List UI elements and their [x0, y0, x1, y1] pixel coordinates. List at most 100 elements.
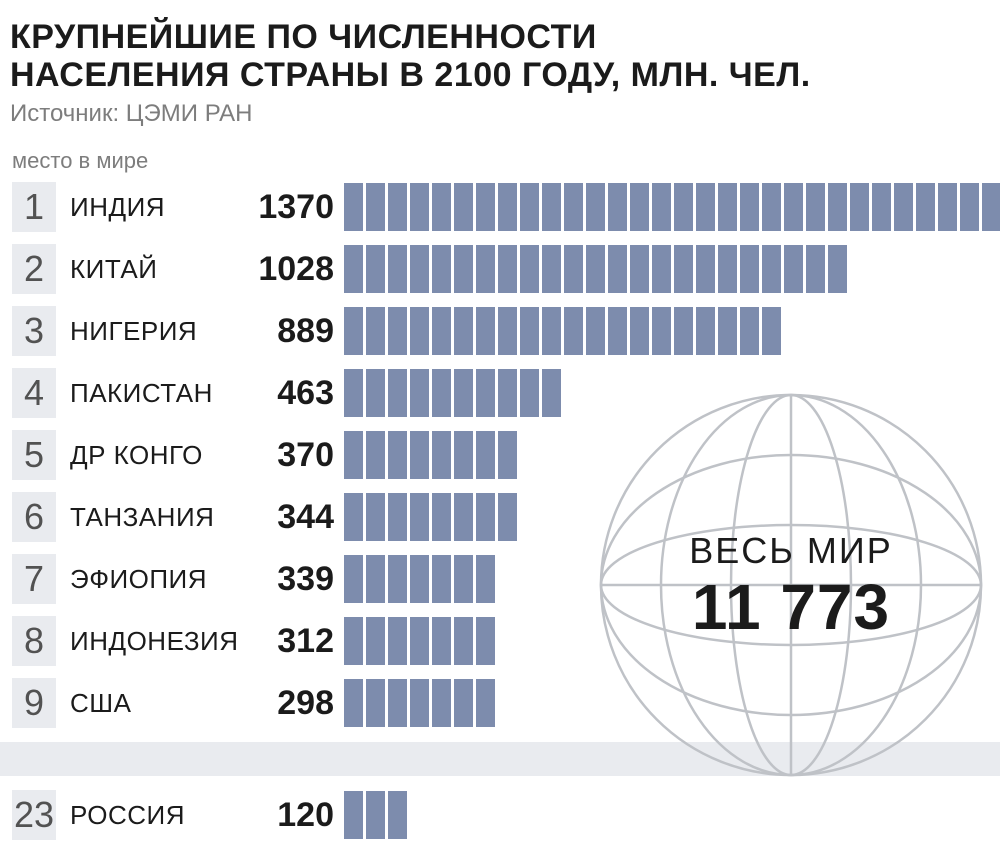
rank-cell: 3	[12, 306, 56, 356]
bar-segment	[388, 307, 407, 355]
bar-segment	[916, 183, 935, 231]
bar-segment	[564, 245, 583, 293]
bar-segment	[586, 183, 605, 231]
bar-segment	[454, 431, 473, 479]
country-cell: КИТАЙ	[62, 254, 238, 285]
bar-segment	[476, 679, 495, 727]
rank-cell: 4	[12, 368, 56, 418]
bar-segment	[366, 369, 385, 417]
bar-segment	[696, 183, 715, 231]
bar-segment	[520, 245, 539, 293]
bar-segment	[388, 369, 407, 417]
country-cell: США	[62, 688, 238, 719]
bar-segment	[476, 431, 495, 479]
bar-segment	[388, 555, 407, 603]
bar-segment	[542, 307, 561, 355]
bar-segment	[740, 183, 759, 231]
bar-segment	[476, 245, 495, 293]
bar-segment	[960, 183, 979, 231]
bar-segment	[344, 679, 363, 727]
bar-segment	[432, 679, 451, 727]
bar-segment	[762, 245, 781, 293]
bar-segment	[608, 307, 627, 355]
bar-segment	[652, 245, 671, 293]
chart-row: 2КИТАЙ1028	[10, 238, 990, 300]
value-cell: 1370	[238, 188, 338, 227]
bar-segment	[366, 245, 385, 293]
rank-cell: 8	[12, 616, 56, 666]
bar-segment	[608, 183, 627, 231]
bar-segment	[520, 369, 539, 417]
bar-segment	[828, 183, 847, 231]
bar-segment	[564, 307, 583, 355]
bar-segment	[432, 369, 451, 417]
bar-segment	[344, 307, 363, 355]
value-cell: 1028	[238, 250, 338, 289]
rank-cell: 9	[12, 678, 56, 728]
bar-segment	[784, 183, 803, 231]
bar-segment	[432, 307, 451, 355]
bar-segment	[476, 307, 495, 355]
world-total-value: 11 773	[596, 570, 986, 644]
value-cell: 312	[238, 622, 338, 661]
bar-segment	[828, 245, 847, 293]
chart-title: КРУПНЕЙШИЕ ПО ЧИСЛЕННОСТИ НАСЕЛЕНИЯ СТРА…	[10, 18, 990, 94]
world-total-label: ВЕСЬ МИР 11 773	[596, 530, 986, 644]
bar-segment	[410, 369, 429, 417]
value-cell: 344	[238, 498, 338, 537]
bar-segment	[674, 183, 693, 231]
bar	[338, 791, 990, 839]
country-cell: ПАКИСТАН	[62, 378, 238, 409]
bar-segment	[762, 183, 781, 231]
bar-segment	[410, 431, 429, 479]
bar-segment	[344, 617, 363, 665]
bar-segment	[366, 679, 385, 727]
bar-segment	[806, 245, 825, 293]
chart-extra-row: 23РОССИЯ120	[10, 784, 990, 846]
bar-segment	[432, 183, 451, 231]
bar-segment	[454, 555, 473, 603]
country-cell: ИНДОНЕЗИЯ	[62, 626, 238, 657]
bar-segment	[674, 245, 693, 293]
bar-segment	[388, 617, 407, 665]
bar-segment	[410, 555, 429, 603]
bar-segment	[586, 245, 605, 293]
chart-row: 3НИГЕРИЯ889	[10, 300, 990, 362]
title-line-2: НАСЕЛЕНИЯ СТРАНЫ В 2100 ГОДУ, МЛН. ЧЕЛ.	[10, 56, 811, 94]
bar-segment	[366, 307, 385, 355]
bar-segment	[564, 183, 583, 231]
bar-segment	[388, 493, 407, 541]
value-cell: 370	[238, 436, 338, 475]
bar-segment	[476, 369, 495, 417]
bar-segment	[476, 555, 495, 603]
bar-segment	[542, 369, 561, 417]
bar	[338, 245, 990, 293]
bar-segment	[498, 307, 517, 355]
bar-segment	[344, 791, 363, 839]
rank-cell: 1	[12, 182, 56, 232]
bar-segment	[630, 183, 649, 231]
bar-segment	[718, 307, 737, 355]
bar-segment	[454, 617, 473, 665]
bar-segment	[366, 493, 385, 541]
bar-segment	[388, 791, 407, 839]
rank-caption: место в мире	[12, 148, 990, 174]
bar-segment	[476, 493, 495, 541]
bar-segment	[498, 493, 517, 541]
country-cell: ТАНЗАНИЯ	[62, 502, 238, 533]
bar-segment	[388, 183, 407, 231]
bar-segment	[652, 307, 671, 355]
bar-segment	[630, 307, 649, 355]
value-cell: 298	[238, 684, 338, 723]
bar-segment	[454, 183, 473, 231]
bar-segment	[410, 617, 429, 665]
bar-segment	[762, 307, 781, 355]
bar-segment	[586, 307, 605, 355]
bar-segment	[454, 307, 473, 355]
bar-segment	[344, 555, 363, 603]
country-cell: ИНДИЯ	[62, 192, 238, 223]
bar-segment	[366, 555, 385, 603]
bar-segment	[344, 431, 363, 479]
bar-segment	[630, 245, 649, 293]
bar-segment	[608, 245, 627, 293]
